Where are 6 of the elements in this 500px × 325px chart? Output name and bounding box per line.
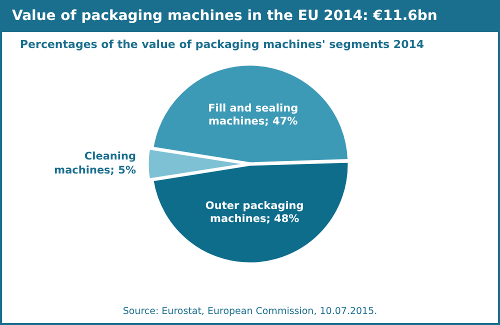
chart-title: Value of packaging machines in the EU 2014: €11.6bn — [2, 2, 498, 32]
slice-label: Cleaning machines; 5% — [54, 150, 136, 177]
source-note: Source: Eurostat, European Commission, 10.07.2015. — [122, 306, 378, 317]
chart-subtitle: Percentages of the value of packaging machines' segments 2014 — [19, 37, 426, 51]
slice-label: Fill and sealing machines; 47% — [208, 102, 298, 128]
slice-label: Outer packaging machines; 48% — [205, 200, 304, 226]
